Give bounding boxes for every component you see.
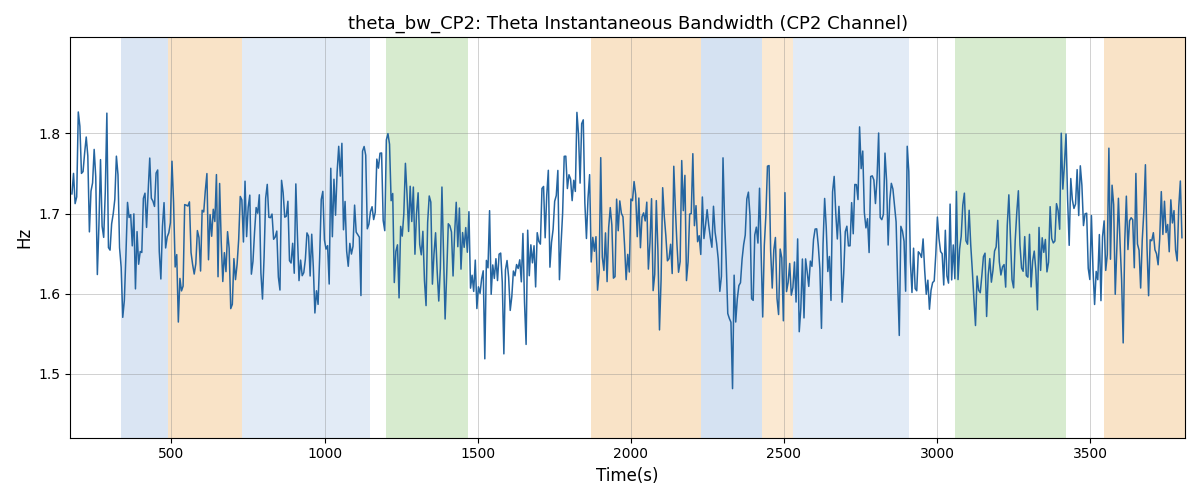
Bar [701,38,762,438]
Y-axis label: Hz: Hz [14,227,32,248]
Bar [121,38,168,438]
X-axis label: Time(s): Time(s) [596,467,659,485]
Bar [793,38,910,438]
Bar [168,38,242,438]
Bar [242,38,371,438]
Bar [955,38,1066,438]
Bar [385,38,468,438]
Title: theta_bw_CP2: Theta Instantaneous Bandwidth (CP2 Channel): theta_bw_CP2: Theta Instantaneous Bandwi… [348,15,907,34]
Bar [1104,38,1184,438]
Bar [762,38,793,438]
Bar [590,38,701,438]
